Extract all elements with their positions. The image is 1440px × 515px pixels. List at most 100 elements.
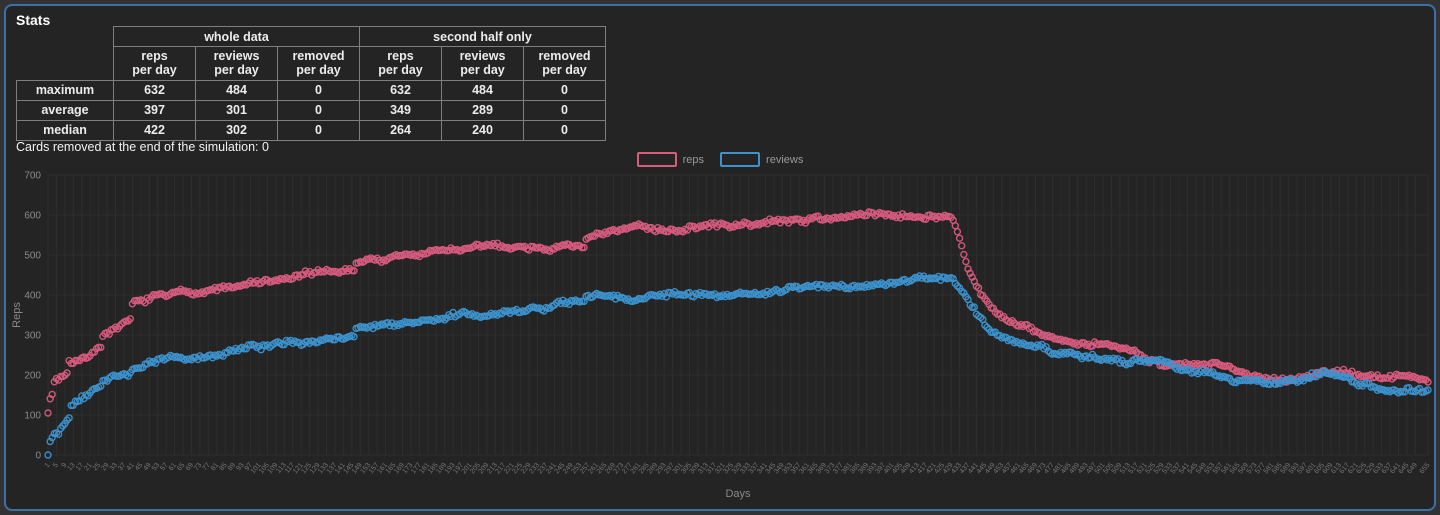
y-tick-label: 700 (24, 171, 41, 182)
data-point-reps (1422, 376, 1430, 384)
data-point-reviews (620, 294, 628, 303)
legend-swatch-reps (636, 152, 677, 167)
data-point-reps (371, 256, 379, 264)
stat-value: 264 (359, 119, 442, 141)
y-tick-label: 600 (24, 211, 41, 222)
data-point-reps (580, 243, 588, 252)
x-tick-label: 1 (44, 462, 52, 470)
x-tick-label: 37 (117, 462, 127, 473)
data-point-reviews (970, 303, 978, 311)
data-point-reps (958, 241, 966, 250)
data-point-reps (54, 376, 63, 384)
stat-value: 0 (277, 119, 360, 141)
table-row: median 422 302 0 264 240 0 (16, 119, 606, 141)
data-point-reps (97, 343, 105, 352)
data-point-reviews (65, 414, 73, 422)
data-point-reps (350, 267, 358, 275)
col-header-reviews-second: reviews per day (441, 46, 524, 81)
x-tick-label: 29 (100, 462, 110, 473)
x-tick-label: 21 (83, 462, 93, 473)
table-group-header-row: whole data second half only (17, 26, 606, 47)
y-tick-label: 500 (24, 251, 41, 262)
table-row: average 397 301 0 349 289 0 (16, 99, 606, 121)
data-point-reviews (441, 316, 449, 324)
data-point-reviews (390, 322, 398, 330)
col-header-removed-second: removed per day (523, 46, 606, 81)
data-point-reviews (913, 274, 922, 282)
data-point-reviews (69, 401, 78, 409)
data-point-reviews (151, 359, 160, 367)
data-point-reviews (981, 321, 989, 329)
col-group-second-half: second half only (359, 26, 606, 47)
data-point-reps (962, 257, 970, 266)
data-point-reviews (1352, 379, 1361, 388)
data-point-reviews (1257, 377, 1266, 386)
x-tick-label: 97 (244, 462, 254, 473)
data-point-reps (953, 227, 962, 236)
y-tick-label: 400 (24, 291, 41, 302)
data-point-reviews (44, 451, 52, 459)
data-point-reps (48, 390, 56, 399)
data-point-reps (44, 409, 52, 417)
legend-swatch-reviews (720, 152, 761, 167)
legend-label: reviews (766, 153, 804, 166)
x-tick-label: 45 (134, 462, 144, 473)
x-tick-label: 73 (193, 462, 203, 473)
table-subheader-row: reps per day reviews per day removed per… (17, 46, 606, 81)
cards-removed-note: Cards removed at the end of the simulati… (16, 140, 269, 154)
data-point-reps (652, 227, 660, 236)
stat-value: 632 (359, 79, 442, 101)
data-point-reps (960, 250, 968, 259)
row-label: median (16, 119, 114, 141)
data-point-reviews (1415, 384, 1424, 393)
x-tick-label: 53 (151, 462, 161, 473)
legend-item-reps[interactable]: reps (636, 152, 704, 167)
x-tick-label: 89 (227, 462, 237, 473)
x-tick-label: 17 (75, 462, 85, 473)
data-point-reps (538, 244, 546, 252)
data-point-reps (991, 308, 1000, 316)
x-tick-label: 25 (92, 462, 102, 473)
data-point-reviews (614, 291, 622, 300)
x-tick-label: 81 (210, 462, 220, 473)
data-point-reps (966, 269, 974, 277)
x-tick-label: 85 (218, 462, 228, 473)
row-label: maximum (16, 79, 114, 101)
data-point-reviews (609, 291, 618, 299)
data-point-reviews (1424, 386, 1432, 394)
data-point-reps (694, 224, 702, 232)
legend-item-reviews[interactable]: reviews (720, 152, 803, 167)
data-point-reviews (350, 333, 358, 341)
data-point-reps (1238, 368, 1247, 376)
col-header-reviews-whole: reviews per day (195, 46, 278, 81)
data-point-reps (1388, 375, 1396, 383)
x-tick-label: 49 (142, 462, 152, 473)
data-point-reviews (983, 323, 991, 331)
data-point-reviews (641, 294, 649, 303)
stat-value: 422 (113, 119, 196, 141)
y-tick-label: 0 (35, 451, 41, 462)
data-point-reps (63, 369, 71, 377)
data-point-reps (373, 254, 381, 262)
data-point-reps (989, 304, 997, 312)
data-point-reviews (46, 437, 54, 446)
table-row: maximum 632 484 0 632 484 0 (16, 79, 606, 101)
x-axis-title: Days (725, 488, 751, 500)
data-point-reviews (1171, 363, 1179, 371)
y-tick-label: 100 (24, 411, 41, 422)
stats-table: whole data second half only reps per day… (16, 26, 606, 141)
data-point-reps (299, 271, 307, 279)
x-tick-label: 93 (235, 462, 245, 473)
col-header-reps-whole: reps per day (113, 46, 196, 81)
x-tick-label: 33 (109, 462, 119, 473)
x-tick-label: 69 (185, 462, 195, 473)
stat-value: 302 (195, 119, 278, 141)
chart-svg: 1 5 91317212529333741454953576165697377818… (11, 171, 1432, 500)
data-point-reps (208, 286, 217, 294)
data-point-reviews (48, 433, 56, 442)
x-tick-label: 61 (168, 462, 178, 473)
stats-panel: Stats whole data second half only reps p… (4, 4, 1436, 511)
col-group-whole-data: whole data (113, 26, 360, 47)
col-header-reps-second: reps per day (359, 46, 442, 81)
x-tick-label: 65 (176, 462, 186, 473)
